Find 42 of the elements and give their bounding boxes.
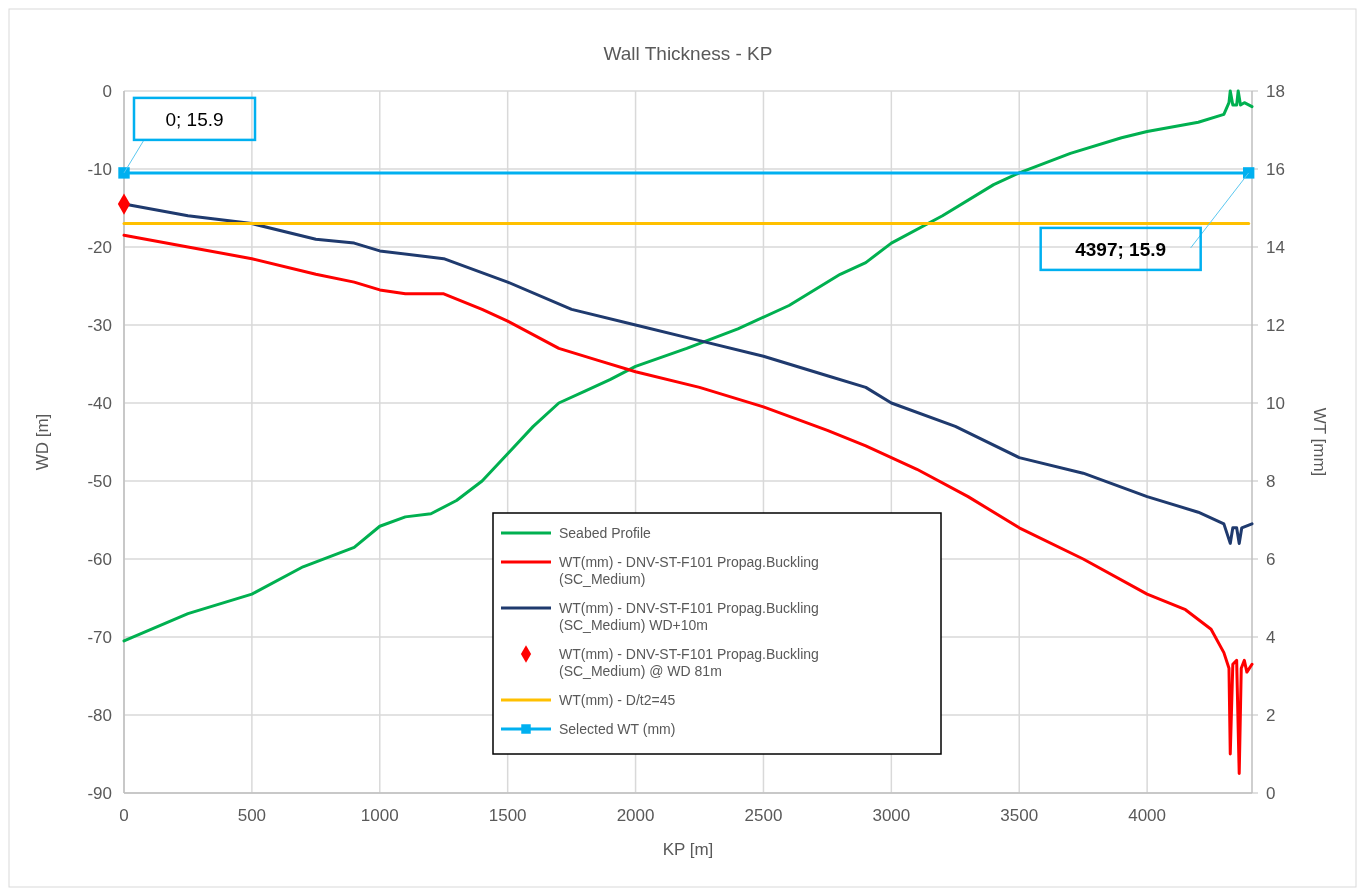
y2-tick-label: 0 <box>1266 784 1276 803</box>
legend-label: WT(mm) - DNV-ST-F101 Propag.Buckling (SC_Medium) @ WD 81m <box>559 646 819 679</box>
y-tick-label: -60 <box>87 550 112 569</box>
y-tick-label: -30 <box>87 316 112 335</box>
x-tick-label: 3500 <box>1000 806 1039 825</box>
y-tick-label: -20 <box>87 238 112 257</box>
legend-label: WT(mm) - DNV-ST-F101 Propag.Buckling (SC_Medium) <box>559 554 819 587</box>
x-tick-label: 4000 <box>1128 806 1167 825</box>
y2-tick-label: 18 <box>1266 82 1285 101</box>
legend-label: WT(mm) - D/t2=45 <box>559 692 676 708</box>
legend-label: Selected WT (mm) <box>559 721 676 737</box>
y2-tick-label: 2 <box>1266 706 1276 725</box>
y2-tick-label: 10 <box>1266 394 1285 413</box>
y-tick-label: 0 <box>102 82 112 101</box>
legend-label: WT(mm) - DNV-ST-F101 Propag.Buckling (SC_Medium) WD+10m <box>559 600 819 633</box>
data-label: 0; 15.9 <box>165 108 224 130</box>
y-tick-label: -10 <box>87 160 112 179</box>
line-series <box>122 233 1254 775</box>
x-tick-label: 1500 <box>488 806 527 825</box>
x-tick-label: 3000 <box>872 806 911 825</box>
x-tick-label: 0 <box>119 806 129 825</box>
data-label: 4397; 15.9 <box>1075 238 1167 260</box>
y2-tick-label: 14 <box>1266 238 1285 257</box>
y2-tick-label: 4 <box>1266 628 1276 647</box>
legend-label: Seabed Profile <box>559 525 652 541</box>
y-tick-label: -80 <box>87 706 112 725</box>
x-tick-label: 500 <box>237 806 267 825</box>
x-tick-label: 2500 <box>744 806 783 825</box>
y2-tick-label: 6 <box>1266 550 1276 569</box>
x-tick-label: 2000 <box>616 806 655 825</box>
y-tick-label: -40 <box>87 394 112 413</box>
y-tick-label: -70 <box>87 628 112 647</box>
y2-tick-label: 12 <box>1266 316 1285 335</box>
y-tick-label: -50 <box>87 472 112 491</box>
x-tick-label: 1000 <box>360 806 399 825</box>
x-axis-title: KP [m] <box>662 840 714 859</box>
y-tick-label: -90 <box>87 784 112 803</box>
y2-tick-label: 8 <box>1266 472 1276 491</box>
y2-axis-title: WT [mm] <box>1310 407 1329 477</box>
chart-title: Wall Thickness - KP <box>603 43 773 64</box>
y-axis-title: WD [m] <box>33 413 52 471</box>
y2-tick-label: 16 <box>1266 160 1285 179</box>
